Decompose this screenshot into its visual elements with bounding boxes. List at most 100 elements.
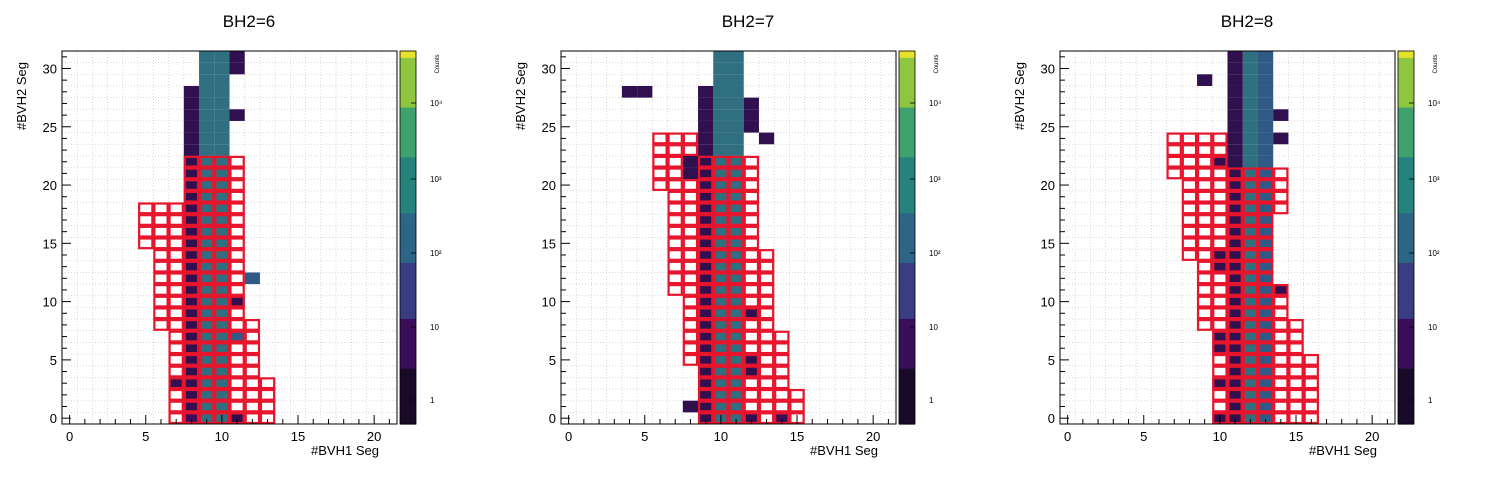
bin-cell (728, 307, 744, 320)
selection-box (1257, 388, 1274, 401)
colorbar-band (1398, 405, 1414, 413)
bin-cell (183, 97, 200, 110)
bin-cell (1242, 295, 1258, 308)
selection-box (667, 167, 683, 180)
selection-box (758, 307, 775, 320)
bin-cell (743, 365, 759, 378)
bin-cell (1227, 354, 1243, 366)
bin-cell (698, 237, 714, 250)
selection-box (138, 202, 154, 215)
selection-box (183, 400, 200, 413)
bin-cell (1227, 167, 1243, 180)
bin-cell (713, 319, 729, 331)
colorbar-band (400, 131, 416, 139)
selection-box (728, 249, 744, 261)
selection-box (1212, 225, 1228, 238)
selection-box (697, 225, 714, 238)
colorbar-band (1398, 51, 1414, 58)
bin-cell (1242, 412, 1258, 424)
selection-box (198, 237, 215, 250)
selection-box (198, 365, 215, 378)
selection-box (153, 202, 169, 215)
bin-cell (214, 202, 230, 215)
selection-box (713, 284, 729, 296)
bin-cell (214, 144, 230, 156)
selection-box (1196, 190, 1213, 203)
selection-box (697, 365, 714, 378)
bin-cell (728, 260, 744, 273)
y-tick-label: 5 (549, 353, 556, 368)
bin-cell (199, 354, 215, 366)
selection-box (1227, 353, 1243, 366)
plot-frame (61, 50, 398, 425)
selection-box (1303, 388, 1319, 401)
selection-box (697, 342, 714, 355)
selection-box (1273, 388, 1289, 401)
selection-box (1227, 202, 1243, 215)
selection-box (713, 295, 729, 308)
selection-box (713, 202, 729, 215)
selection-box (667, 179, 683, 191)
selection-box (728, 353, 744, 366)
colorbar-band (1398, 274, 1414, 282)
bin-cell (1242, 51, 1258, 63)
y-tick-label: 30 (1041, 61, 1055, 76)
selection-box (1212, 330, 1228, 343)
bin-cell (183, 109, 200, 121)
selection-box (1196, 237, 1213, 250)
colorbar-band (899, 411, 915, 419)
colorbar-band (400, 119, 416, 127)
selection-box (728, 260, 744, 273)
colorbar-band (1398, 256, 1414, 263)
bin-cell (1257, 307, 1274, 320)
selection-box (728, 330, 744, 343)
bin-cell (1227, 155, 1243, 168)
colorbar-band (1398, 119, 1414, 127)
selection-box (229, 400, 245, 413)
colorbar-band (899, 374, 915, 382)
x-axis-label: #BVH1 Seg (1309, 443, 1377, 458)
selection-box (1227, 365, 1243, 378)
selection-box (1242, 318, 1259, 331)
colorbar-band (899, 106, 915, 114)
colorbar-band (400, 268, 416, 276)
y-tick-label: 25 (43, 120, 57, 135)
bin-cell (698, 85, 714, 98)
bin-cell (621, 85, 638, 98)
selection-box (1288, 377, 1304, 390)
bin-cell (1227, 120, 1243, 133)
x-tick-label: 5 (641, 429, 648, 444)
selection-box (1242, 342, 1259, 355)
selection-box (229, 167, 245, 180)
bin-cell (1257, 167, 1274, 180)
selection-box (153, 318, 169, 331)
y-tick-label: 5 (1048, 353, 1055, 368)
colorbar-band (899, 225, 915, 232)
selection-box (214, 155, 230, 168)
selection-box (1196, 132, 1213, 145)
colorbar-tick-label: 10² (1428, 249, 1440, 258)
selection-box (743, 295, 760, 308)
selection-box (697, 214, 714, 226)
selection-box (1212, 167, 1228, 180)
bin-cell (1227, 51, 1243, 63)
colorbar-band (1398, 200, 1414, 208)
selection-box (229, 225, 245, 238)
bin-cell (1242, 214, 1258, 226)
bin-cell (1227, 307, 1243, 320)
bin-cell (1257, 249, 1274, 261)
selection-box (183, 295, 200, 308)
colorbar-band (899, 417, 915, 425)
chart-title: BH2=6 (223, 12, 275, 31)
selection-box (789, 400, 805, 413)
bin-cell (1257, 295, 1274, 308)
colorbar-band (899, 405, 915, 413)
bin-cell (1242, 365, 1258, 378)
bin-cell (1257, 330, 1274, 343)
selection-box (697, 353, 714, 366)
x-tick-label: 0 (66, 429, 73, 444)
colorbar-band (1398, 318, 1414, 326)
bin-cell (1257, 214, 1274, 226)
colorbar-band (1398, 162, 1414, 170)
bin-cell (728, 365, 744, 378)
